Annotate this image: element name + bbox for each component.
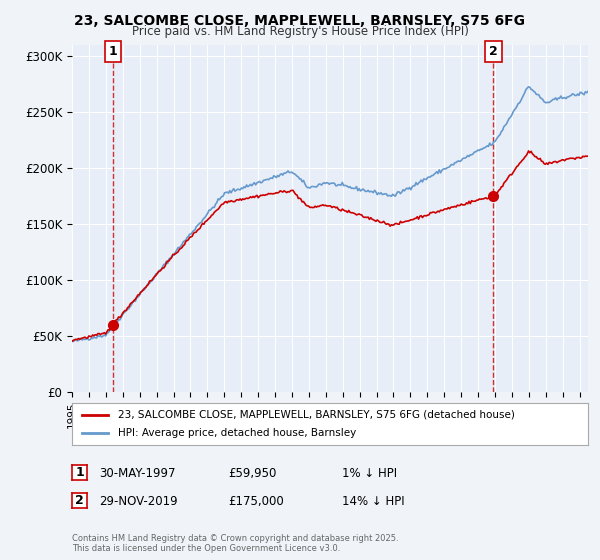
Text: 1% ↓ HPI: 1% ↓ HPI (342, 466, 397, 480)
Text: 29-NOV-2019: 29-NOV-2019 (99, 494, 178, 508)
Text: £59,950: £59,950 (228, 466, 277, 480)
Text: 30-MAY-1997: 30-MAY-1997 (99, 466, 176, 480)
Text: Price paid vs. HM Land Registry's House Price Index (HPI): Price paid vs. HM Land Registry's House … (131, 25, 469, 38)
Text: 1: 1 (109, 45, 117, 58)
Text: 1: 1 (75, 466, 84, 479)
Text: 14% ↓ HPI: 14% ↓ HPI (342, 494, 404, 508)
Text: HPI: Average price, detached house, Barnsley: HPI: Average price, detached house, Barn… (118, 428, 356, 438)
Text: Contains HM Land Registry data © Crown copyright and database right 2025.
This d: Contains HM Land Registry data © Crown c… (72, 534, 398, 553)
Text: 2: 2 (75, 494, 84, 507)
Text: 23, SALCOMBE CLOSE, MAPPLEWELL, BARNSLEY, S75 6FG (detached house): 23, SALCOMBE CLOSE, MAPPLEWELL, BARNSLEY… (118, 410, 515, 420)
Text: 2: 2 (489, 45, 498, 58)
Text: 23, SALCOMBE CLOSE, MAPPLEWELL, BARNSLEY, S75 6FG: 23, SALCOMBE CLOSE, MAPPLEWELL, BARNSLEY… (74, 14, 526, 28)
Text: £175,000: £175,000 (228, 494, 284, 508)
